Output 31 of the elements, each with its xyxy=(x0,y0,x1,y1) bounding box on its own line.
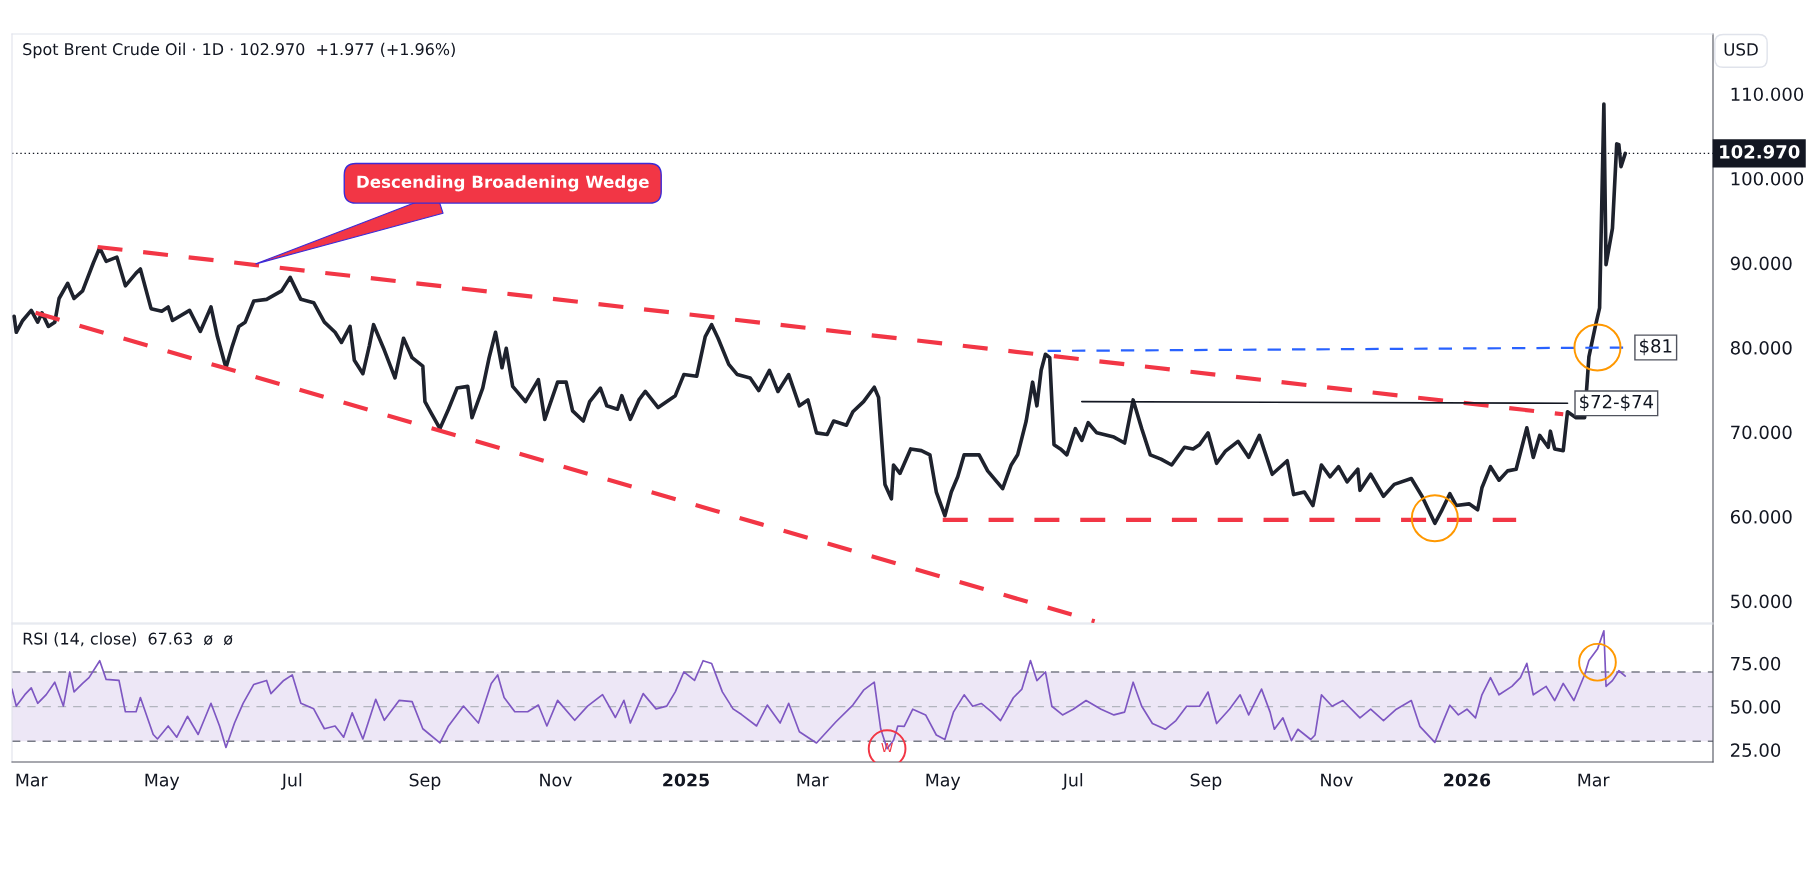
x-tick-label: Jul xyxy=(1061,773,1083,790)
annotation: $81 xyxy=(1640,338,1672,356)
y-tick-label: 110.000 xyxy=(1731,87,1804,102)
y-axis-title: USD xyxy=(1724,43,1758,56)
x-tick-label: Nov xyxy=(540,773,572,787)
x-tick-label: May xyxy=(926,773,961,790)
ref-line-label: 102.970 xyxy=(1720,144,1800,159)
annotation: $72-$74 xyxy=(1580,394,1654,411)
x-tick-label: Mar xyxy=(797,773,829,787)
x-tick-label: Sep xyxy=(1190,773,1222,790)
x-tick-label: 2026 xyxy=(1444,773,1491,787)
x-tick-label: Sep xyxy=(409,773,441,790)
y-tick-label: 80.000 xyxy=(1730,340,1792,355)
y-tick-label: 75.00 xyxy=(1731,656,1781,671)
y-tick-label: 100.000 xyxy=(1731,171,1804,186)
x-tick-label: Mar xyxy=(1578,773,1610,787)
x-tick-label: Nov xyxy=(1321,773,1353,787)
text: Spot Brent Crude Oil · 1D · 102.970 +1.977 (+1.96%) xyxy=(23,42,455,59)
y-tick-label: 25.00 xyxy=(1730,743,1781,757)
chart-title: RSI (14, close) 67.63 ø ø xyxy=(23,632,233,647)
annotation: Descending Broadening Wedge xyxy=(357,175,649,192)
y-tick-label: 70.000 xyxy=(1731,425,1792,440)
x-tick-label: Jul xyxy=(280,773,302,790)
x-tick-label: Mar xyxy=(16,773,48,787)
y-tick-label: 90.000 xyxy=(1730,256,1792,271)
y-tick-label: 50.00 xyxy=(1731,700,1781,714)
annotation: W xyxy=(881,743,893,753)
y-tick-label: 50.000 xyxy=(1731,594,1792,609)
y-tick-label: 60.000 xyxy=(1730,509,1792,524)
x-tick-label: May xyxy=(145,773,180,790)
x-tick-label: 2025 xyxy=(663,773,709,787)
